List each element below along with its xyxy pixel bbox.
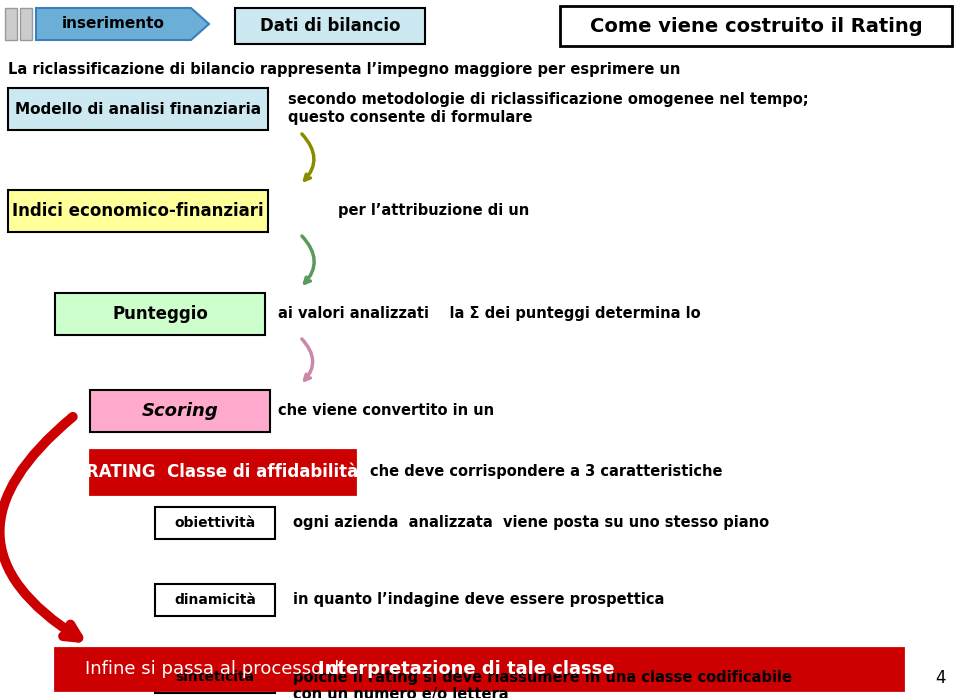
Text: inserimento: inserimento [62,17,165,31]
Text: questo consente di formulare: questo consente di formulare [288,110,533,125]
Text: Modello di analisi finanziaria: Modello di analisi finanziaria [15,101,261,117]
Text: secondo metodologie di riclassificazione omogenee nel tempo;: secondo metodologie di riclassificazione… [288,92,808,107]
Bar [5,8,17,40]
Text: Come viene costruito il Rating: Come viene costruito il Rating [589,17,923,36]
Text: RATING  Classe di affidabilità: RATING Classe di affidabilità [86,463,359,481]
Text: obiettività: obiettività [175,516,255,530]
Bar [55,293,265,335]
Text: sinteticità: sinteticità [176,670,254,684]
Text: Infine si passa al processo di: Infine si passa al processo di [85,660,350,678]
Text: che deve corrispondere a 3 caratteristiche: che deve corrispondere a 3 caratteristic… [370,464,723,479]
Text: che viene convertito in un: che viene convertito in un [278,403,494,418]
Bar [155,661,275,693]
Bar [8,88,268,130]
Text: ai valori analizzati    la Σ dei punteggi determina lo: ai valori analizzati la Σ dei punteggi d… [278,306,701,321]
Bar [8,190,268,232]
Bar [20,8,32,40]
Text: Punteggio: Punteggio [112,305,208,323]
Text: dinamicità: dinamicità [174,593,256,607]
Text: Indici economico-finanziari: Indici economico-finanziari [12,202,264,220]
Bar [155,507,275,539]
Bar [235,8,425,44]
Text: poiché il rating si deve riassumere in una classe codificabile: poiché il rating si deve riassumere in u… [293,669,792,685]
Text: con un numero e/o lettera: con un numero e/o lettera [293,687,509,698]
Text: in quanto l’indagine deve essere prospettica: in quanto l’indagine deve essere prospet… [293,592,664,607]
Text: La riclassificazione di bilancio rappresenta l’impegno maggiore per esprimere un: La riclassificazione di bilancio rappres… [8,62,681,77]
Text: 4: 4 [935,669,946,687]
Bar [90,450,355,494]
Text: Dati di bilancio: Dati di bilancio [260,17,400,35]
Bar [155,584,275,616]
Bar [55,648,903,690]
Text: per l’attribuzione di un: per l’attribuzione di un [338,203,529,218]
Text: Interpretazione di tale classe: Interpretazione di tale classe [318,660,614,678]
Polygon shape [36,8,209,40]
Bar [560,6,952,46]
Text: Scoring: Scoring [142,402,218,420]
Bar [90,390,270,432]
Text: ogni azienda  analizzata  viene posta su uno stesso piano: ogni azienda analizzata viene posta su u… [293,515,769,530]
